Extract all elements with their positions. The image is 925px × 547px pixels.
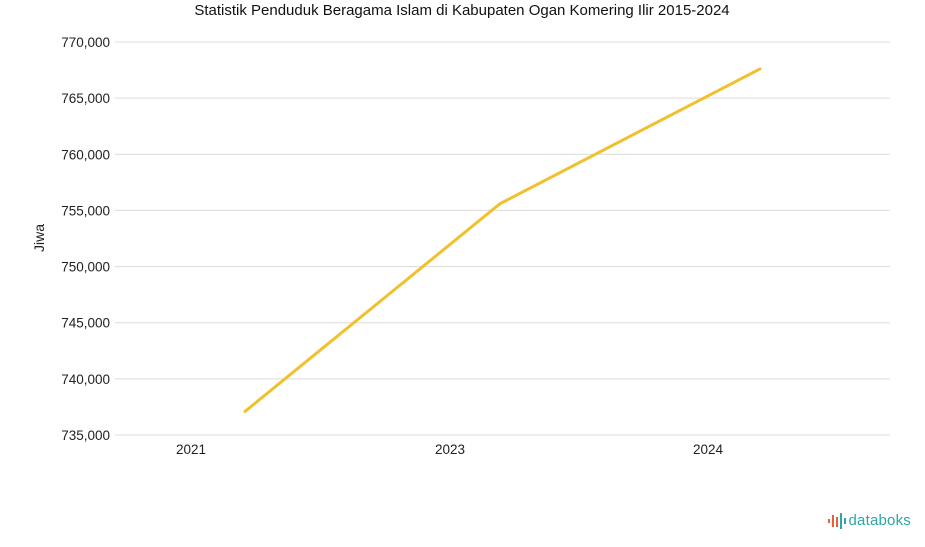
x-tick-label: 2023 [435, 442, 465, 457]
x-tick-label: 2021 [176, 442, 206, 457]
y-tick-label: 745,000 [61, 316, 110, 331]
chart-title: Statistik Penduduk Beragama Islam di Kab… [194, 2, 729, 19]
y-tick-label: 750,000 [61, 260, 110, 275]
brand-name: databoks [848, 512, 911, 529]
series-layer [243, 67, 762, 413]
y-tick-label: 740,000 [61, 372, 110, 387]
y-tick-label: 765,000 [61, 91, 110, 106]
y-axis-label: Jiwa [31, 224, 47, 252]
databoks-brand: databoks [827, 512, 911, 529]
x-tick-label: 2024 [693, 442, 724, 457]
databoks-logo-icon [827, 512, 846, 529]
y-tick-label: 760,000 [61, 147, 110, 162]
x-axis-ticks: 2021 2023 2024 [176, 442, 724, 457]
series-line [243, 67, 762, 413]
y-axis-ticks: 735,000 740,000 745,000 750,000 755,000 760,0… [61, 35, 110, 443]
y-tick-label: 755,000 [61, 203, 110, 218]
y-tick-label: 770,000 [61, 35, 110, 50]
y-tick-label: 735,000 [61, 428, 110, 443]
grid-lines [115, 41, 890, 436]
